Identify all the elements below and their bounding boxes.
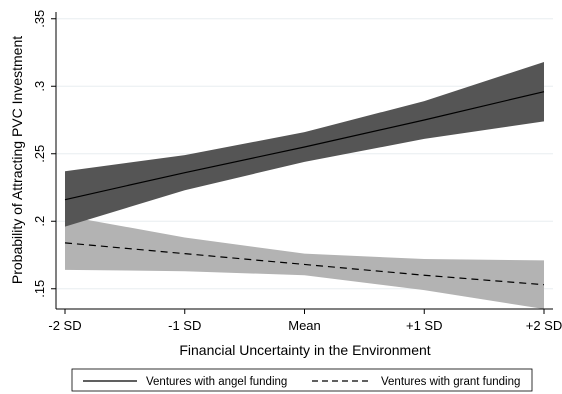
legend: Ventures with angel funding Ventures wit… (71, 368, 533, 392)
confidence-bands (65, 61, 544, 309)
y-tick-label: .15 (32, 280, 47, 298)
confidence-band-angel (65, 61, 544, 227)
x-tick-label: Mean (288, 318, 321, 333)
x-tick-label: +2 SD (526, 318, 562, 333)
x-axis: -2 SD -1 SD Mean +1 SD +2 SD (48, 308, 562, 333)
series-line-angel (64, 91, 545, 201)
y-tick-label: .25 (32, 145, 47, 163)
confidence-band-grant (65, 215, 544, 309)
legend-label-angel: Ventures with angel funding (146, 376, 287, 388)
y-tick-label: .35 (32, 10, 47, 28)
x-tick-label: -2 SD (48, 318, 81, 333)
legend-box (71, 368, 533, 392)
y-axis-title: Probability of Attracting PVC Investment (9, 36, 25, 284)
x-tick-label: +1 SD (406, 318, 443, 333)
legend-label-grant: Ventures with grant funding (381, 376, 520, 388)
y-tick-label: .2 (32, 216, 47, 227)
x-tick-label: -1 SD (168, 318, 201, 333)
x-axis-title: Financial Uncertainty in the Environment (179, 342, 430, 358)
series-line-grant (64, 242, 545, 286)
y-axis: .15 .2 .25 .3 .35 (32, 10, 57, 309)
series-lines (64, 91, 545, 286)
y-tick-label: .3 (32, 81, 47, 92)
